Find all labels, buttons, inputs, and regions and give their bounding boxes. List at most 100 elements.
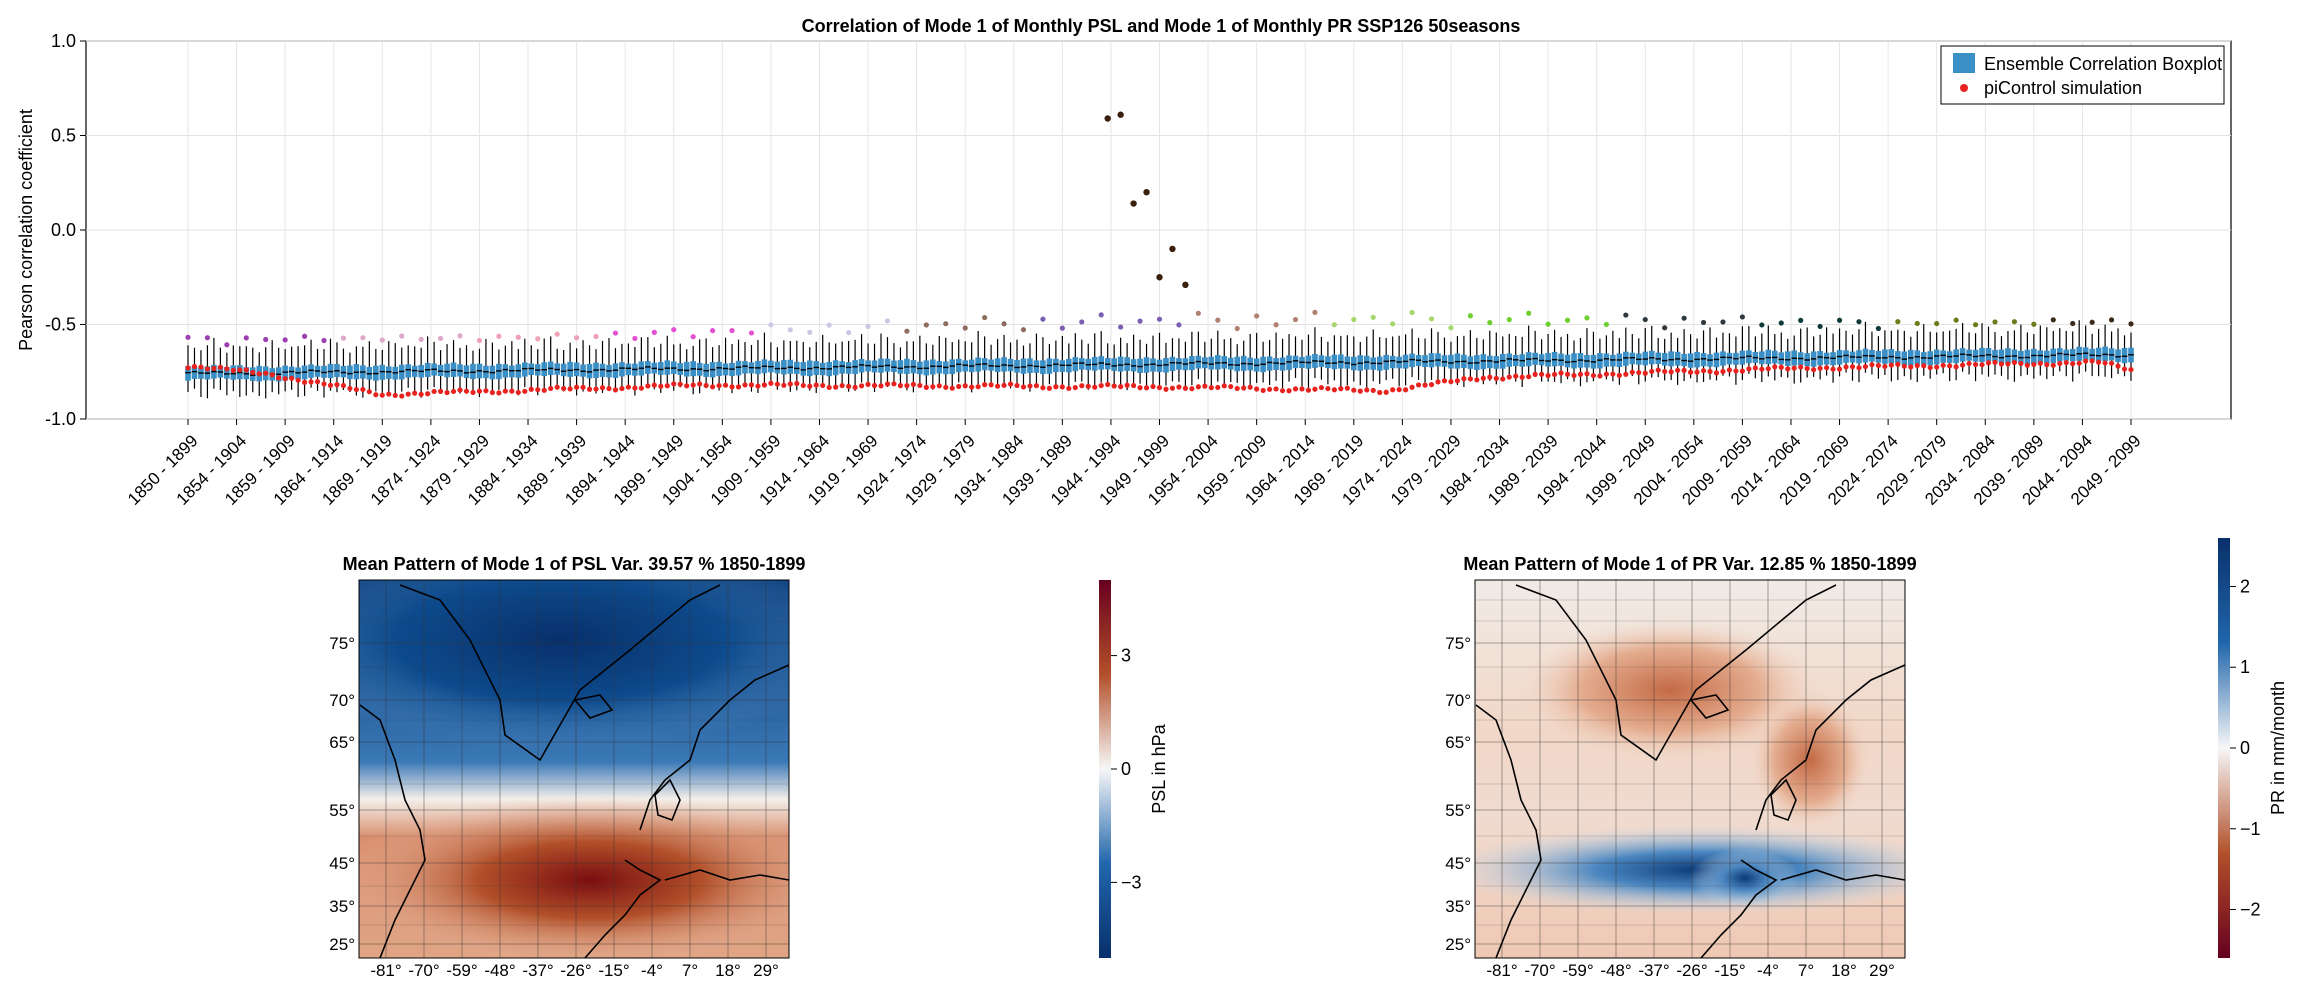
box-iqr bbox=[781, 360, 787, 375]
box-iqr bbox=[1610, 354, 1616, 367]
picontrol-point bbox=[1124, 382, 1130, 388]
picontrol-point bbox=[399, 393, 405, 399]
picontrol-point bbox=[1305, 387, 1312, 393]
box-iqr bbox=[1564, 354, 1571, 368]
box-iqr bbox=[1972, 349, 1979, 362]
box-iqr bbox=[988, 359, 994, 371]
picontrol-point bbox=[1111, 383, 1117, 389]
picontrol-point bbox=[1811, 367, 1817, 373]
picontrol-point bbox=[541, 387, 547, 393]
picontrol-point bbox=[1208, 385, 1214, 391]
outlier-point bbox=[632, 335, 638, 342]
outlier-point bbox=[2108, 317, 2115, 323]
outlier-point bbox=[2128, 321, 2134, 327]
box-iqr bbox=[1623, 351, 1629, 366]
box-iqr bbox=[1441, 355, 1448, 367]
box-iqr bbox=[1817, 351, 1823, 366]
picontrol-point bbox=[936, 383, 942, 389]
pr-coast-europe bbox=[1755, 664, 1905, 831]
picontrol-point bbox=[1713, 370, 1720, 376]
box-iqr bbox=[444, 363, 450, 378]
outlier-point bbox=[263, 336, 269, 343]
map-y-tick-label: 55° bbox=[1445, 801, 1471, 820]
picontrol-point bbox=[1590, 372, 1597, 379]
outlier-point bbox=[535, 336, 541, 342]
pr-colorbar bbox=[2218, 538, 2230, 958]
picontrol-point bbox=[1130, 382, 1137, 389]
box-iqr bbox=[308, 364, 314, 378]
outlier-point bbox=[943, 321, 949, 327]
picontrol-point bbox=[198, 364, 204, 370]
box-iqr bbox=[683, 361, 690, 377]
box-iqr bbox=[560, 363, 567, 377]
picontrol-point bbox=[1636, 369, 1642, 376]
picontrol-point bbox=[1752, 365, 1758, 371]
outlier-point bbox=[1409, 309, 1415, 316]
pr-coast-iberia-africa bbox=[1700, 859, 1778, 958]
outlier-point bbox=[360, 335, 366, 341]
box-iqr bbox=[1668, 351, 1674, 367]
picontrol-point bbox=[1739, 368, 1745, 374]
picontrol-point bbox=[483, 388, 489, 394]
picontrol-point bbox=[548, 385, 554, 392]
picontrol-point bbox=[690, 382, 696, 388]
outlier-point bbox=[340, 335, 347, 341]
picontrol-point bbox=[671, 381, 677, 387]
picontrol-point bbox=[289, 375, 295, 381]
picontrol-point bbox=[1033, 383, 1040, 389]
picontrol-point bbox=[437, 388, 444, 394]
outlier-point bbox=[1040, 316, 1046, 322]
picontrol-point bbox=[1189, 386, 1195, 392]
map-y-tick-label: 25° bbox=[329, 935, 355, 954]
box-iqr bbox=[528, 363, 535, 376]
picontrol-point bbox=[1292, 386, 1299, 392]
picontrol-point bbox=[295, 377, 301, 383]
outlier-point bbox=[1817, 323, 1823, 330]
picontrol-point bbox=[904, 383, 910, 389]
outlier-point bbox=[1662, 325, 1668, 331]
box-iqr bbox=[1292, 355, 1299, 369]
picontrol-point bbox=[2011, 359, 2018, 366]
picontrol-point bbox=[962, 383, 968, 389]
picontrol-point bbox=[496, 390, 502, 396]
picontrol-point bbox=[1940, 362, 1946, 368]
picontrol-point bbox=[1500, 376, 1506, 382]
outlier-point bbox=[729, 327, 735, 334]
map-x-tick-label: -81° bbox=[370, 961, 401, 980]
picontrol-point bbox=[2096, 359, 2102, 365]
box-iqr bbox=[1448, 354, 1454, 369]
picontrol-point bbox=[1804, 365, 1810, 372]
picontrol-point bbox=[943, 384, 949, 390]
psl-y-ticks: 75° 70° 65° 55° 45° 35° 25° bbox=[329, 634, 355, 954]
picontrol-point bbox=[1085, 383, 1091, 389]
map-y-tick-label: 55° bbox=[329, 801, 355, 820]
outlier-point bbox=[457, 333, 463, 339]
picontrol-point bbox=[1344, 385, 1350, 391]
map-x-tick-label: -70° bbox=[408, 961, 439, 980]
outlier-point bbox=[1143, 189, 1150, 196]
picontrol-point bbox=[515, 389, 521, 396]
picontrol-point bbox=[256, 371, 262, 377]
picontrol-point bbox=[360, 386, 366, 393]
picontrol-point bbox=[1066, 385, 1072, 392]
outlier-point bbox=[1331, 322, 1337, 328]
picontrol-point bbox=[1707, 368, 1713, 375]
picontrol-point bbox=[509, 388, 515, 394]
picontrol-point bbox=[1118, 384, 1124, 390]
picontrol-point bbox=[988, 382, 994, 388]
picontrol-point bbox=[1260, 387, 1266, 394]
outlier-point bbox=[787, 327, 793, 333]
y-tick-label: -0.5 bbox=[45, 315, 76, 335]
picontrol-point bbox=[1726, 367, 1733, 373]
outlier-point bbox=[1798, 317, 1804, 323]
box-iqr bbox=[1117, 356, 1124, 372]
picontrol-point bbox=[1007, 381, 1014, 387]
picontrol-point bbox=[774, 381, 780, 387]
box-iqr bbox=[185, 366, 191, 381]
picontrol-point bbox=[2024, 362, 2030, 368]
outlier-point bbox=[2089, 319, 2095, 325]
picontrol-point bbox=[1843, 364, 1849, 370]
picontrol-point bbox=[1254, 386, 1260, 392]
picontrol-point bbox=[386, 391, 392, 397]
picontrol-point bbox=[2031, 361, 2037, 368]
